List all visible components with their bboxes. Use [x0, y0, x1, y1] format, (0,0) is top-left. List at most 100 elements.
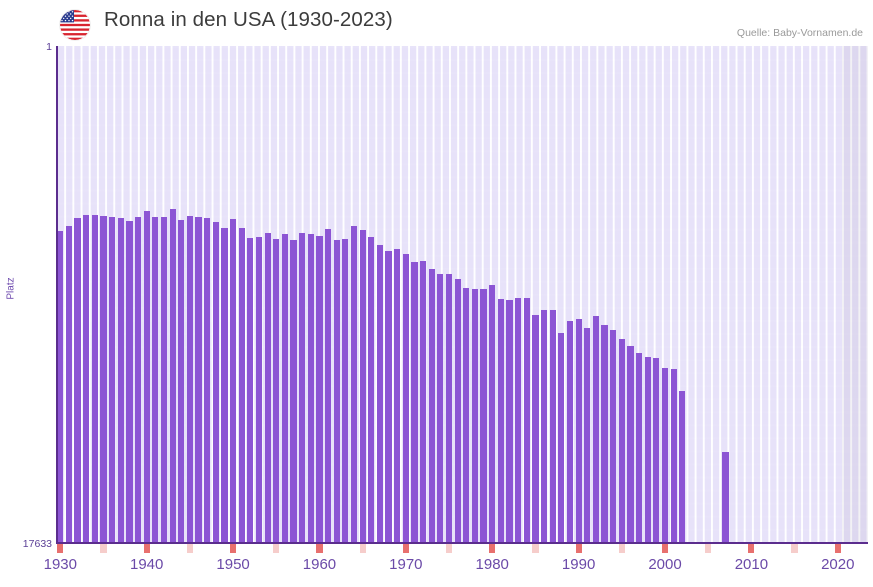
bar[interactable] [368, 237, 375, 543]
bar[interactable] [273, 238, 280, 543]
bar[interactable] [178, 219, 185, 543]
bar[interactable] [143, 211, 150, 543]
bar[interactable] [325, 229, 332, 543]
bar[interactable] [584, 327, 591, 543]
y-axis-line [56, 46, 58, 544]
bar[interactable] [91, 215, 98, 543]
plot-area [56, 46, 868, 543]
bar[interactable] [195, 216, 202, 543]
bar[interactable] [558, 333, 565, 543]
bar[interactable] [532, 314, 539, 543]
bar[interactable] [420, 261, 427, 543]
x-axis-tick-label: 2020 [821, 556, 855, 573]
x-axis-tick-mark [705, 544, 712, 553]
bar[interactable] [445, 274, 453, 543]
bar[interactable] [333, 240, 340, 543]
bar[interactable] [281, 233, 288, 543]
source-label: Quelle: Baby-Vornamen.de [736, 27, 863, 39]
x-axis-tick-label: 1940 [130, 556, 164, 573]
bar[interactable] [635, 353, 643, 543]
bar[interactable] [722, 451, 729, 543]
bar[interactable] [610, 329, 617, 543]
x-axis-tick-mark [57, 544, 64, 553]
chart-header: Ronna in den USA (1930-2023) Quelle: Bab… [0, 0, 873, 46]
bar[interactable] [74, 217, 81, 543]
bar[interactable] [463, 288, 470, 543]
bar[interactable] [126, 221, 133, 543]
bar[interactable] [100, 215, 107, 543]
y-axis-tick-bottom: 17633 [22, 538, 52, 550]
bar[interactable] [316, 236, 323, 543]
bar[interactable] [679, 391, 686, 543]
x-axis-tick-mark [402, 544, 409, 553]
bar[interactable] [65, 225, 73, 543]
bar[interactable] [204, 217, 211, 543]
x-axis-tick-label: 1950 [216, 556, 250, 573]
x-axis-tick-mark [618, 544, 625, 553]
y-axis-tick-top: 1 [46, 41, 52, 53]
bar[interactable] [540, 310, 548, 543]
bar[interactable] [480, 289, 487, 543]
bar[interactable] [160, 216, 168, 543]
bar[interactable] [290, 240, 297, 543]
bar[interactable] [471, 288, 479, 543]
bar[interactable] [134, 217, 142, 543]
x-axis-tick-mark [186, 544, 193, 553]
bar[interactable] [212, 222, 219, 543]
bar[interactable] [229, 218, 237, 543]
bar[interactable] [109, 217, 116, 543]
bar[interactable] [186, 215, 193, 543]
bar[interactable] [385, 251, 392, 543]
bar[interactable] [299, 233, 306, 543]
x-axis-tick-mark [748, 544, 755, 553]
bar[interactable] [411, 261, 418, 543]
bar[interactable] [489, 285, 496, 543]
bar[interactable] [670, 369, 677, 543]
bar[interactable] [376, 244, 384, 543]
bar[interactable] [264, 232, 271, 543]
bar[interactable] [350, 226, 358, 543]
bar[interactable] [83, 214, 90, 543]
bar[interactable] [402, 254, 409, 543]
bar[interactable] [497, 298, 504, 543]
bar[interactable] [307, 234, 314, 543]
x-axis-tick-label: 1970 [389, 556, 423, 573]
bar[interactable] [515, 297, 522, 543]
bar[interactable] [394, 248, 401, 543]
bar[interactable] [506, 299, 513, 543]
bar[interactable] [454, 278, 461, 543]
x-axis-tick-mark [575, 544, 582, 553]
bar[interactable] [592, 315, 599, 543]
bar[interactable] [575, 318, 582, 543]
x-axis-tick-mark [445, 544, 453, 553]
x-axis-tick-mark [229, 544, 237, 553]
x-axis-line [56, 542, 868, 544]
x-axis-tick-mark [100, 544, 107, 553]
bar[interactable] [661, 368, 669, 543]
bar[interactable] [549, 310, 556, 543]
bar[interactable] [169, 209, 176, 543]
bar[interactable] [653, 357, 660, 543]
bar[interactable] [152, 217, 159, 543]
x-axis-tick-mark [143, 544, 150, 553]
bar[interactable] [247, 237, 254, 543]
x-axis-tick-mark [489, 544, 496, 553]
bar[interactable] [523, 297, 530, 543]
bar[interactable] [437, 273, 444, 543]
bar[interactable] [221, 227, 228, 543]
bar[interactable] [117, 218, 124, 543]
bar[interactable] [644, 357, 651, 543]
bar[interactable] [359, 230, 366, 543]
bar[interactable] [342, 239, 349, 543]
bar[interactable] [57, 230, 64, 543]
bar[interactable] [618, 338, 625, 543]
bar[interactable] [255, 237, 263, 543]
bar[interactable] [428, 268, 435, 543]
bar[interactable] [601, 325, 608, 543]
bar[interactable] [627, 345, 634, 543]
x-axis-tick-label: 1980 [475, 556, 509, 573]
x-axis-tick-label: 2000 [648, 556, 682, 573]
bar[interactable] [566, 320, 574, 543]
bar[interactable] [238, 227, 245, 543]
